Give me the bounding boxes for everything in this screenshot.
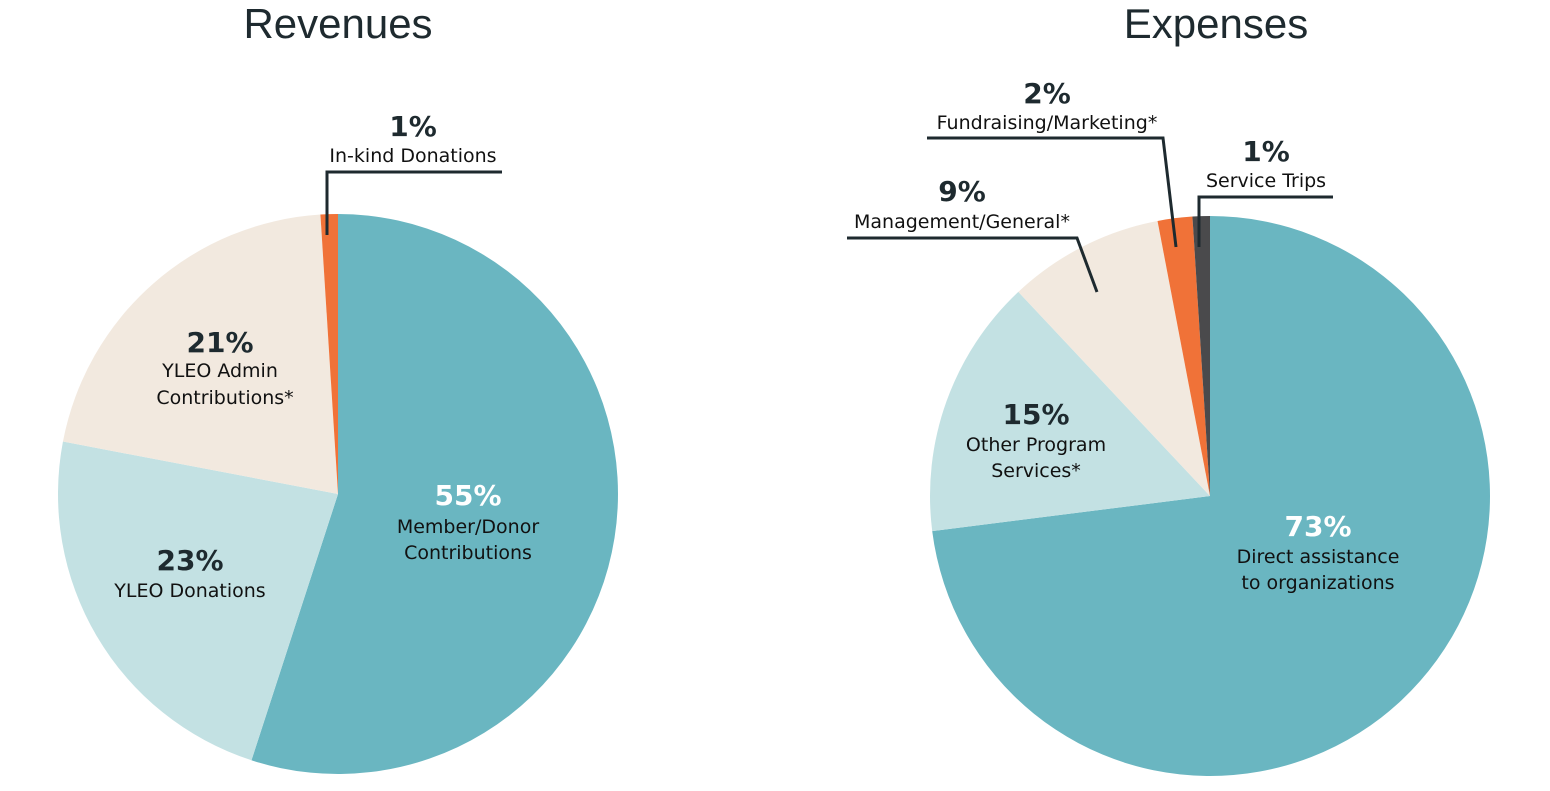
slice-percent-label: 21% [186,326,253,359]
pie-slice [932,216,1491,776]
pie-slice [930,291,1210,532]
pie-slice [57,441,338,761]
slice-percent-label: 23% [156,544,223,577]
slice-label: Member/Donor [397,516,539,538]
slice-label: In-kind Donations [329,145,496,167]
slice-label: YLEO Admin [161,360,278,382]
slice-percent-label: 15% [1002,398,1069,431]
slice-percent-label: 1% [1242,135,1290,168]
slice-label: to organizations [1241,572,1394,594]
slice-label: Fundraising/Marketing* [937,112,1158,134]
slice-percent-label: 73% [1284,510,1351,543]
pie-slice [320,213,338,494]
slice-label: Direct assistance [1237,546,1400,568]
slice-label: Contributions* [156,387,293,409]
slice-label: Management/General* [854,211,1070,233]
chart-title: Expenses [1124,0,1308,47]
slice-percent-label: 55% [434,479,501,512]
pie-slice [1157,216,1210,497]
leader-line [927,136,1178,248]
leader-line [1197,195,1333,247]
slice-label: Services* [991,460,1081,482]
pie-slice [1018,220,1210,496]
slice-label: Other Program [966,434,1106,456]
pie-chart-expenses: Expenses 73% Direct assistance to organizat… [847,0,1491,776]
pie-slice [251,214,618,775]
slice-label: YLEO Donations [113,580,265,602]
slice-percent-label: 1% [389,110,437,143]
leader-line [325,170,502,235]
pie-chart-revenues: Revenues 55% Member/Donor Contributions 23% Y… [57,0,618,775]
slice-percent-label: 2% [1023,77,1071,110]
pie-slice [62,214,339,495]
pie-slice [1192,215,1210,496]
slice-label: Contributions [404,542,532,564]
slice-percent-label: 9% [938,175,986,208]
chart-title: Revenues [243,0,432,47]
slice-label: Service Trips [1206,170,1326,192]
leader-line [847,236,1099,293]
